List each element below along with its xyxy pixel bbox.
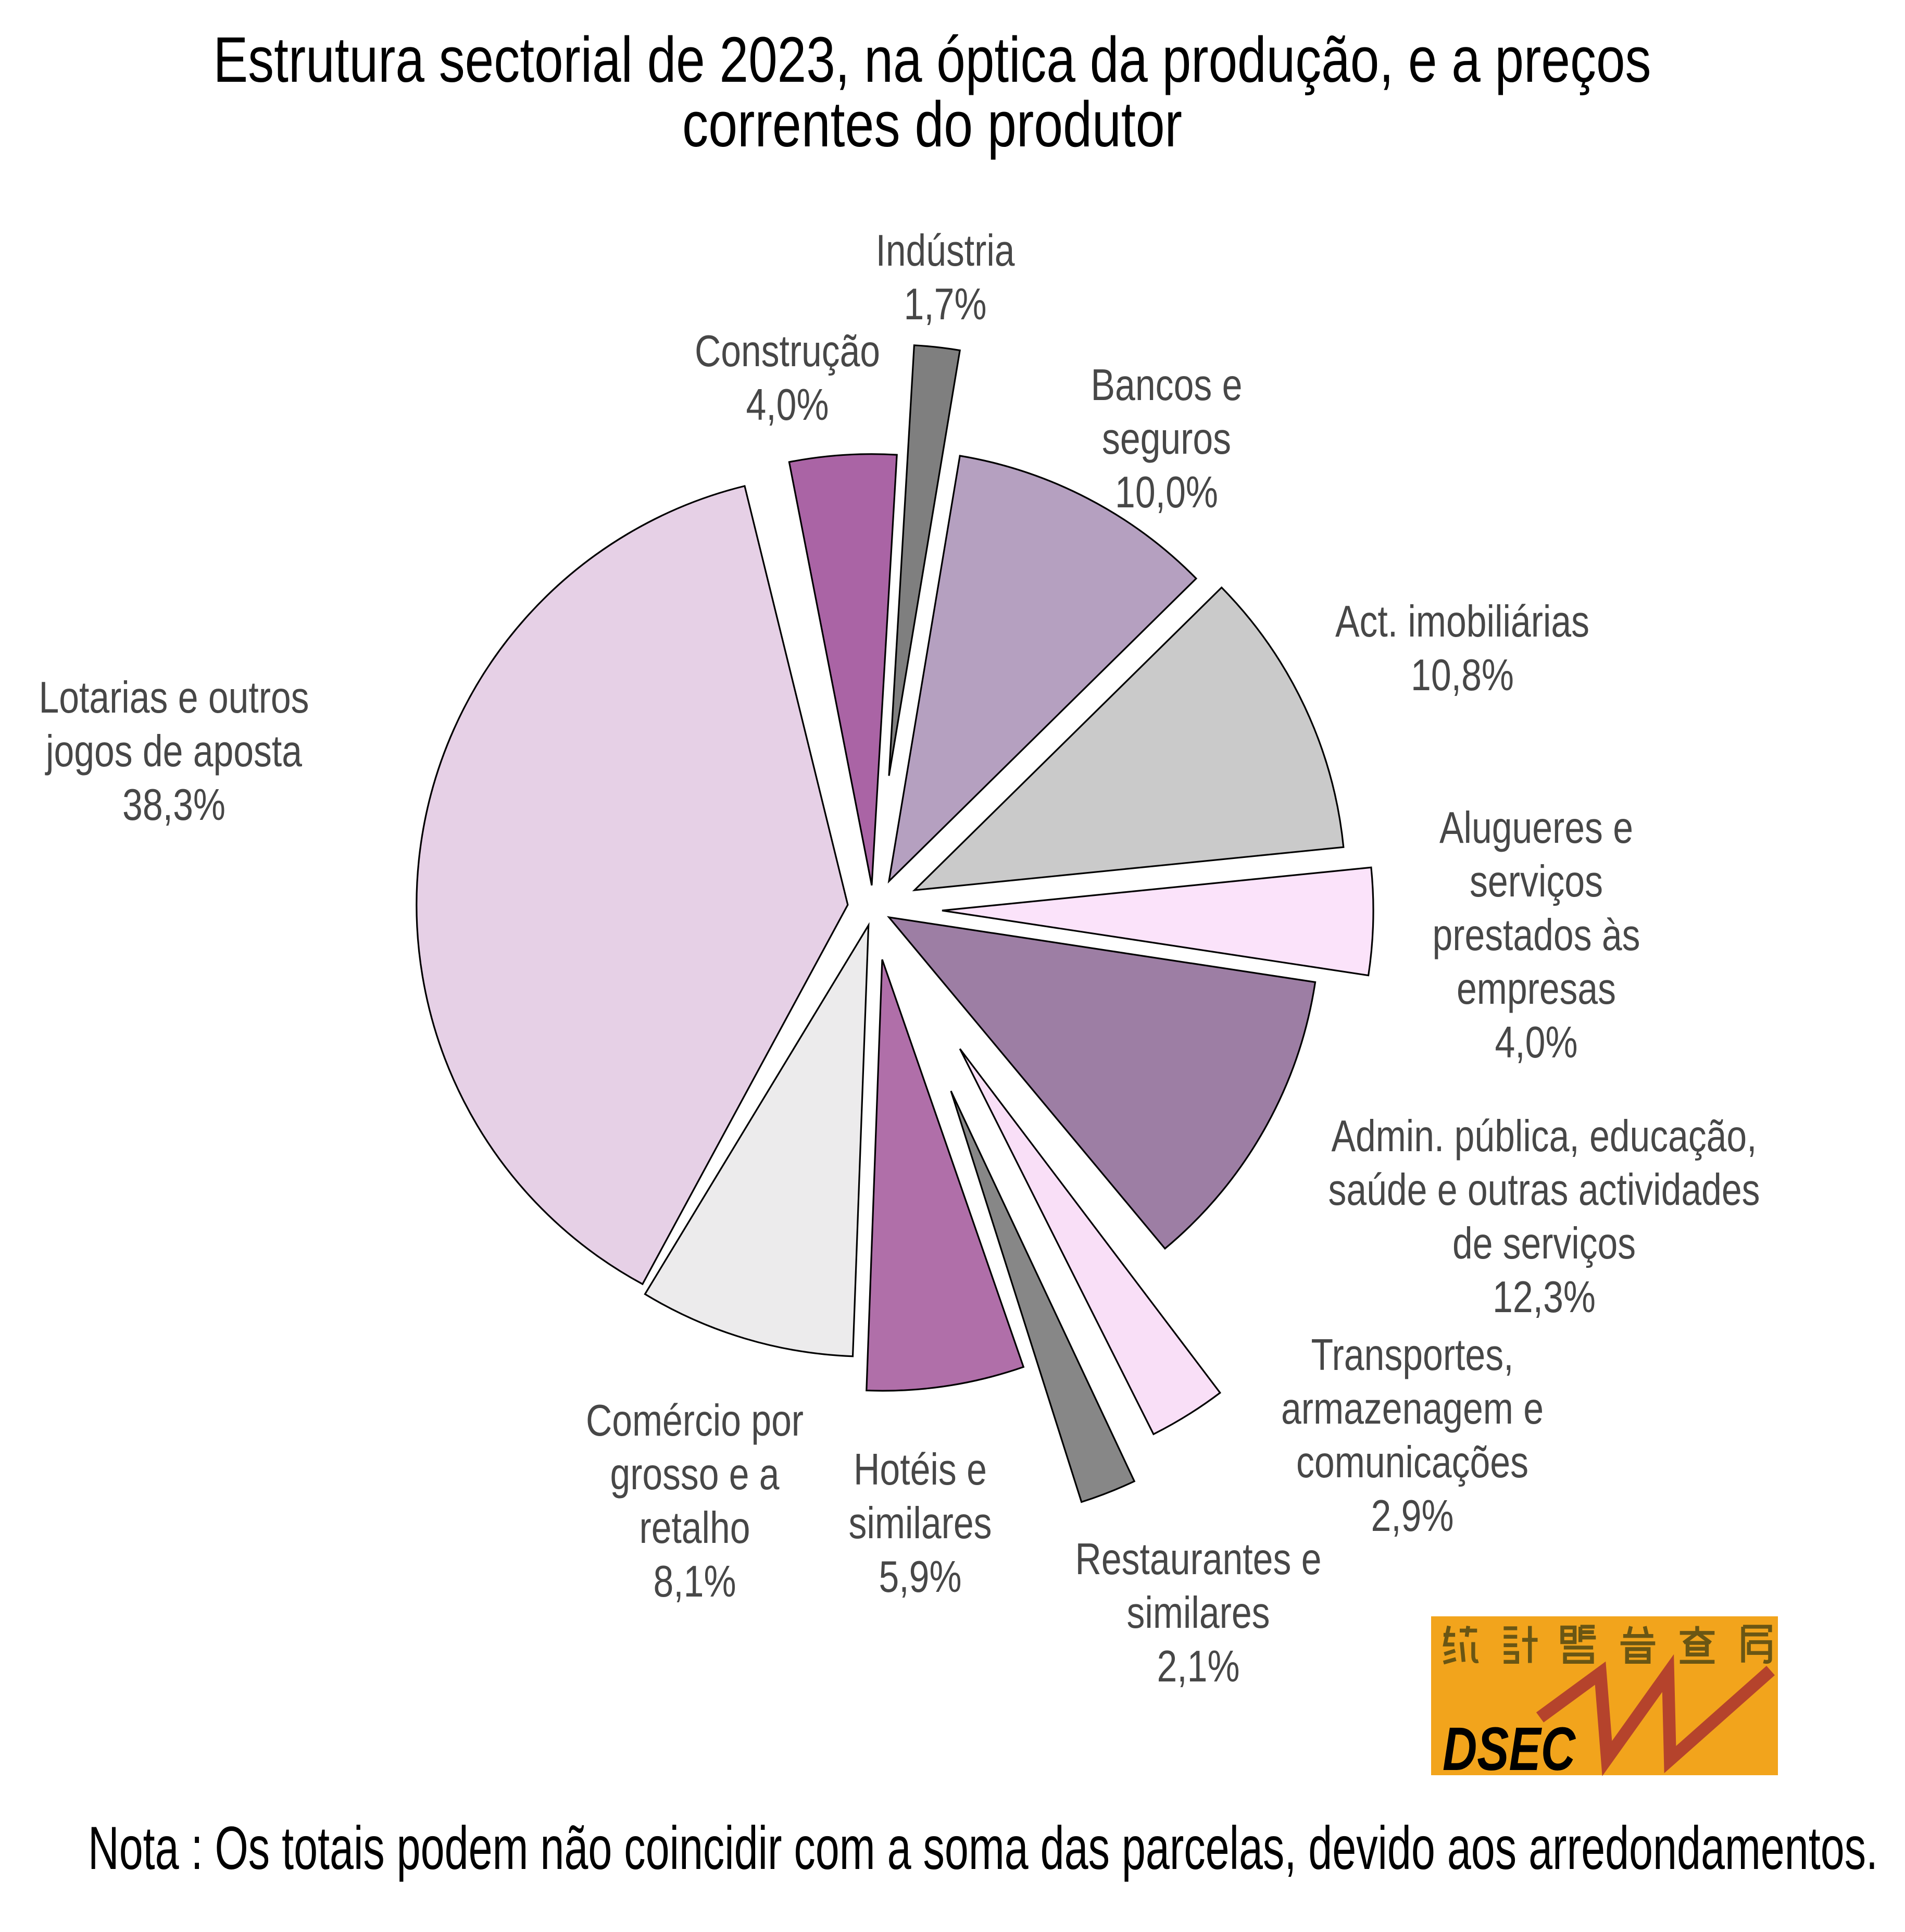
svg-text:saúde e outras actividades: saúde e outras actividades	[1329, 1165, 1760, 1215]
svg-text:Estrutura sectorial de 2023, n: Estrutura sectorial de 2023, na óptica d…	[214, 24, 1651, 96]
svg-text:Nota : Os totais podem não coi: Nota : Os totais podem não coincidir com…	[88, 1814, 1878, 1882]
svg-text:38,3%: 38,3%	[122, 780, 225, 830]
svg-text:5,9%: 5,9%	[879, 1552, 962, 1602]
svg-text:DSEC: DSEC	[1443, 1715, 1576, 1784]
svg-text:Transportes,: Transportes,	[1311, 1330, 1514, 1380]
svg-text:Comércio por: Comércio por	[586, 1396, 804, 1445]
svg-text:Indústria: Indústria	[876, 226, 1016, 276]
svg-text:2,9%: 2,9%	[1371, 1491, 1454, 1541]
svg-text:similares: similares	[1127, 1588, 1270, 1638]
svg-text:4,0%: 4,0%	[746, 380, 829, 430]
svg-text:de serviços: de serviços	[1452, 1219, 1636, 1268]
svg-text:armazenagem e: armazenagem e	[1281, 1384, 1544, 1434]
svg-text:2,1%: 2,1%	[1157, 1642, 1240, 1691]
svg-text:prestados às: prestados às	[1433, 911, 1640, 960]
svg-text:Alugueres e: Alugueres e	[1439, 803, 1633, 853]
svg-text:Restaurantes e: Restaurantes e	[1075, 1535, 1322, 1584]
svg-text:4,0%: 4,0%	[1495, 1018, 1578, 1067]
svg-text:seguros: seguros	[1102, 414, 1231, 464]
svg-text:10,0%: 10,0%	[1115, 468, 1218, 517]
svg-text:12,3%: 12,3%	[1493, 1273, 1596, 1322]
svg-text:similares: similares	[849, 1499, 992, 1548]
svg-text:comunicações: comunicações	[1296, 1438, 1528, 1487]
svg-text:Admin. pública, educação,: Admin. pública, educação,	[1332, 1112, 1757, 1161]
svg-text:1,7%: 1,7%	[904, 280, 987, 329]
svg-text:correntes do produtor: correntes do produtor	[682, 89, 1182, 160]
svg-text:retalho: retalho	[640, 1503, 750, 1553]
svg-text:serviços: serviços	[1470, 857, 1603, 906]
svg-text:8,1%: 8,1%	[654, 1557, 736, 1606]
svg-text:Lotarias e outros: Lotarias e outros	[39, 673, 309, 722]
svg-text:Act. imobiliárias: Act. imobiliárias	[1335, 597, 1589, 646]
svg-text:empresas: empresas	[1457, 964, 1616, 1014]
svg-text:Construção: Construção	[695, 327, 880, 376]
svg-text:Bancos e: Bancos e	[1091, 360, 1243, 410]
svg-text:grosso e a: grosso e a	[610, 1450, 780, 1499]
svg-text:10,8%: 10,8%	[1411, 651, 1514, 700]
svg-text:jogos de aposta: jogos de aposta	[45, 727, 303, 776]
svg-text:Hotéis e: Hotéis e	[854, 1445, 987, 1494]
